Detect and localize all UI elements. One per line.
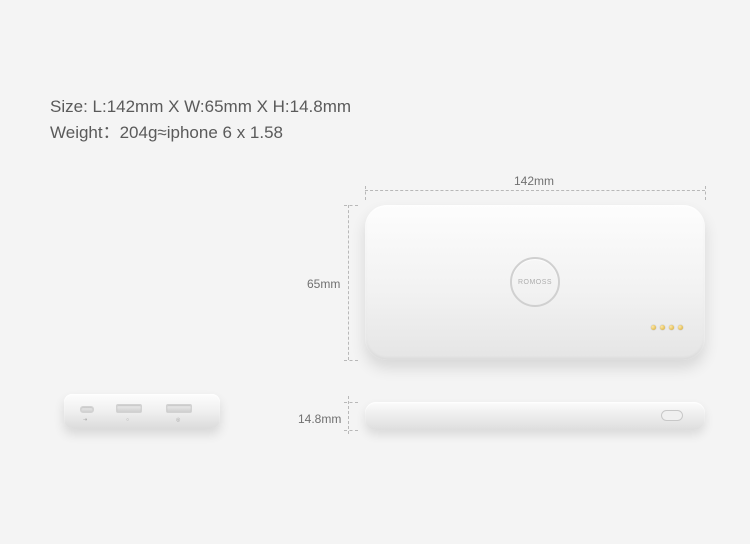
width-guide-line bbox=[348, 205, 349, 360]
charging-contacts-group bbox=[651, 325, 683, 330]
spec-text: Size: L:142mm X W:65mm X H:14.8mm Weight… bbox=[50, 94, 351, 147]
input-icon: ⇥ bbox=[83, 417, 87, 423]
usb-a-port bbox=[116, 404, 142, 413]
device-side-view bbox=[365, 402, 705, 430]
length-label: 142mm bbox=[514, 174, 554, 188]
length-guide-tick-right bbox=[705, 186, 706, 200]
spec-size-line: Size: L:142mm X W:65mm X H:14.8mm bbox=[50, 94, 351, 120]
width-guide-tick-bottom bbox=[344, 360, 358, 361]
charging-contact bbox=[651, 325, 656, 330]
height-guide-tick-top bbox=[344, 402, 358, 403]
height-guide-tick-bottom bbox=[344, 430, 358, 431]
length-guide-tick-left bbox=[365, 186, 366, 200]
output-icon: ○ bbox=[126, 417, 129, 423]
device-top-view: ROMOSS bbox=[365, 205, 705, 360]
length-guide-line bbox=[365, 190, 705, 191]
brand-logo-text: ROMOSS bbox=[518, 279, 552, 286]
output-icon: ◎ bbox=[176, 417, 180, 423]
charging-contact bbox=[678, 325, 683, 330]
micro-usb-port bbox=[80, 406, 94, 413]
brand-logo-ring: ROMOSS bbox=[510, 257, 560, 307]
charging-contact bbox=[669, 325, 674, 330]
device-front-view: ⇥ ○ ◎ bbox=[64, 394, 220, 428]
height-label: 14.8mm bbox=[298, 412, 341, 426]
spec-weight-line: Weight：204g≈iphone 6 x 1.58 bbox=[50, 120, 351, 146]
charging-contact bbox=[660, 325, 665, 330]
width-label: 65mm bbox=[307, 277, 340, 291]
usb-a-port bbox=[166, 404, 192, 413]
power-button-outline bbox=[661, 410, 683, 421]
width-guide-tick-top bbox=[344, 205, 358, 206]
